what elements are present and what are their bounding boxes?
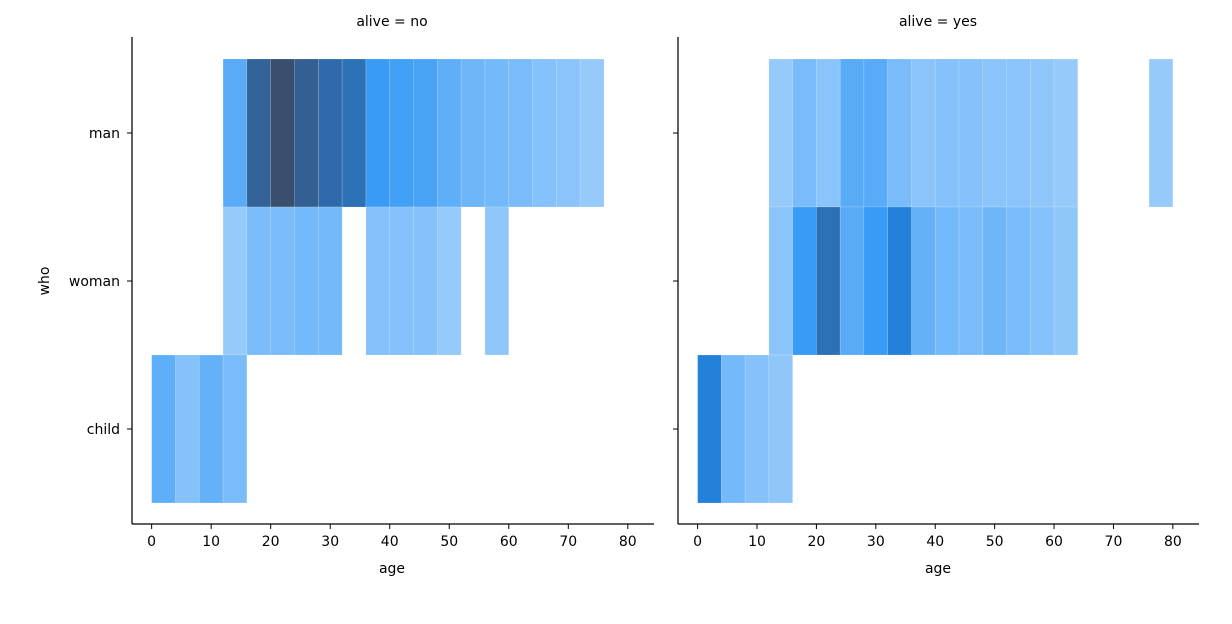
heatmap-cell: [460, 58, 486, 208]
heatmap-cell: [697, 354, 722, 504]
x-tick-label: 80: [619, 534, 637, 550]
heatmap-cell: [1053, 58, 1079, 208]
heatmap-cell: [958, 206, 984, 356]
panel-alive-yes: alive = yes 0 10 20 30 40 50 60 70 80 age: [673, 14, 1199, 577]
x-tick-label: 10: [202, 534, 220, 550]
panel-title-alive-no: alive = no: [356, 14, 427, 30]
heatmap-cell: [887, 206, 912, 356]
x-tick-label: 80: [1164, 534, 1182, 550]
heatmap-cell: [816, 206, 841, 356]
x-tick-label: 50: [986, 534, 1004, 550]
heatmap-cell: [175, 354, 200, 504]
heatmap-cell: [484, 58, 510, 208]
x-tick-label: 30: [321, 534, 339, 550]
x-tick-label: 40: [381, 534, 399, 550]
heatmap-cell: [270, 206, 295, 356]
x-tick-label: 50: [440, 534, 458, 550]
heatmap-cell: [270, 58, 295, 208]
x-tick-label: 70: [559, 534, 577, 550]
heatmap-cell: [579, 58, 605, 208]
heatmap-cell: [1029, 58, 1055, 208]
heatmap-cell: [151, 354, 176, 504]
heatmap-cell: [294, 206, 319, 356]
heatmap-cell: [934, 206, 960, 356]
heatmap-cell: [1006, 58, 1031, 208]
heatmap-cell: [508, 58, 533, 208]
heatmap-cell: [222, 58, 248, 208]
heatmap-cell: [792, 206, 817, 356]
heatmap-cell: [934, 58, 960, 208]
heatmap-cell: [198, 354, 224, 504]
x-axis-label: age: [925, 561, 951, 577]
x-tick-label: 40: [926, 534, 944, 550]
heatmap-cell: [1148, 58, 1174, 208]
x-tick-label: 0: [147, 534, 156, 550]
y-tick-label: child: [87, 422, 120, 438]
y-tick-label: woman: [69, 274, 120, 290]
heatmap-cell: [911, 58, 936, 208]
y-tick-label: man: [89, 126, 120, 142]
heatmap-cell: [958, 58, 984, 208]
heatmap-cell: [556, 58, 581, 208]
heatmap-cell: [365, 58, 391, 208]
heatmap-cell: [222, 354, 248, 504]
y-tick-labels: man woman child: [69, 126, 120, 438]
heatmap-cell: [294, 58, 319, 208]
heatmap-cell: [532, 58, 557, 208]
heatmap-cell: [317, 58, 343, 208]
heatmap-cell: [982, 206, 1007, 356]
panel-alive-no: alive = no 0 10 20 30 40 50 60 70 80 age: [127, 14, 654, 577]
panel-title-alive-yes: alive = yes: [899, 14, 977, 30]
x-tick-label: 30: [867, 534, 885, 550]
x-tick-label: 0: [693, 534, 702, 550]
heatmap-cell: [839, 206, 865, 356]
x-axis-label: age: [379, 561, 405, 577]
heatmap-cell: [437, 58, 462, 208]
heatmap-cell: [982, 58, 1007, 208]
heatmap-cell: [1029, 206, 1055, 356]
heatmap-cell: [768, 206, 793, 356]
x-tick-label: 60: [500, 534, 518, 550]
heatmap-cell: [222, 206, 248, 356]
panel-axes: 0 10 20 30 40 50 60 70 80: [127, 37, 654, 550]
heatmap-cell: [365, 206, 391, 356]
heatmap-cell: [887, 58, 912, 208]
heatmap-cell: [389, 58, 414, 208]
panel-axes: 0 10 20 30 40 50 60 70 80: [673, 37, 1199, 550]
heatmap-cell: [768, 354, 793, 504]
heatmap-cell: [246, 58, 271, 208]
x-tick-label: 10: [748, 534, 766, 550]
heatmap-cell: [341, 58, 367, 208]
heatmap-cell: [768, 58, 793, 208]
heatmap-cell: [1006, 206, 1031, 356]
heatmap-cell: [246, 206, 271, 356]
heatmap-cell: [389, 206, 414, 356]
heatmap-cell: [484, 206, 510, 356]
x-tick-label: 20: [262, 534, 280, 550]
heatmap-cell: [437, 206, 462, 356]
x-tick-label: 60: [1045, 534, 1063, 550]
heatmap-cell: [413, 58, 438, 208]
heatmap-cell: [721, 354, 746, 504]
heatmap-cell: [413, 206, 438, 356]
x-tick-label: 70: [1105, 534, 1123, 550]
y-axis-label: who: [37, 267, 53, 296]
heatmap-cell: [1053, 206, 1079, 356]
heatmap-cell: [816, 58, 841, 208]
heatmap-cell: [863, 206, 889, 356]
heatmap-cell: [792, 58, 817, 208]
heatmap-cell: [839, 58, 865, 208]
panel-cells: [151, 58, 605, 504]
heatmap-cell: [744, 354, 770, 504]
panel-cells: [697, 58, 1174, 504]
heatmap-cell: [863, 58, 889, 208]
heatmap-cell: [317, 206, 343, 356]
x-tick-label: 20: [808, 534, 826, 550]
heatmap-cell: [911, 206, 936, 356]
